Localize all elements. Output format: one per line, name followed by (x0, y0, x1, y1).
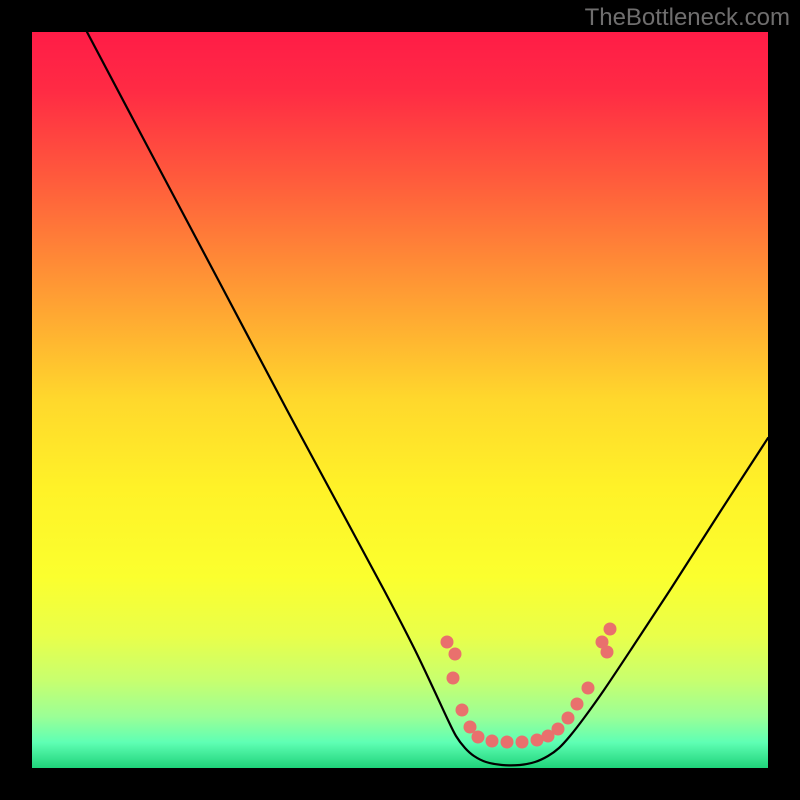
marker-dot (441, 636, 454, 649)
marker-dot (447, 672, 460, 685)
marker-dot (604, 623, 617, 636)
marker-dot (501, 736, 514, 749)
marker-dot (552, 723, 565, 736)
watermark-text: TheBottleneck.com (585, 4, 790, 32)
marker-dot (486, 735, 499, 748)
marker-dot (516, 736, 529, 749)
marker-dot (449, 648, 462, 661)
marker-dot (601, 646, 614, 659)
marker-dot (562, 712, 575, 725)
marker-dot (582, 682, 595, 695)
marker-dot (456, 704, 469, 717)
markers-layer (32, 32, 768, 768)
chart-stage: TheBottleneck.com (0, 0, 800, 800)
plot-area (32, 32, 768, 768)
marker-dot (472, 731, 485, 744)
marker-dot (571, 698, 584, 711)
